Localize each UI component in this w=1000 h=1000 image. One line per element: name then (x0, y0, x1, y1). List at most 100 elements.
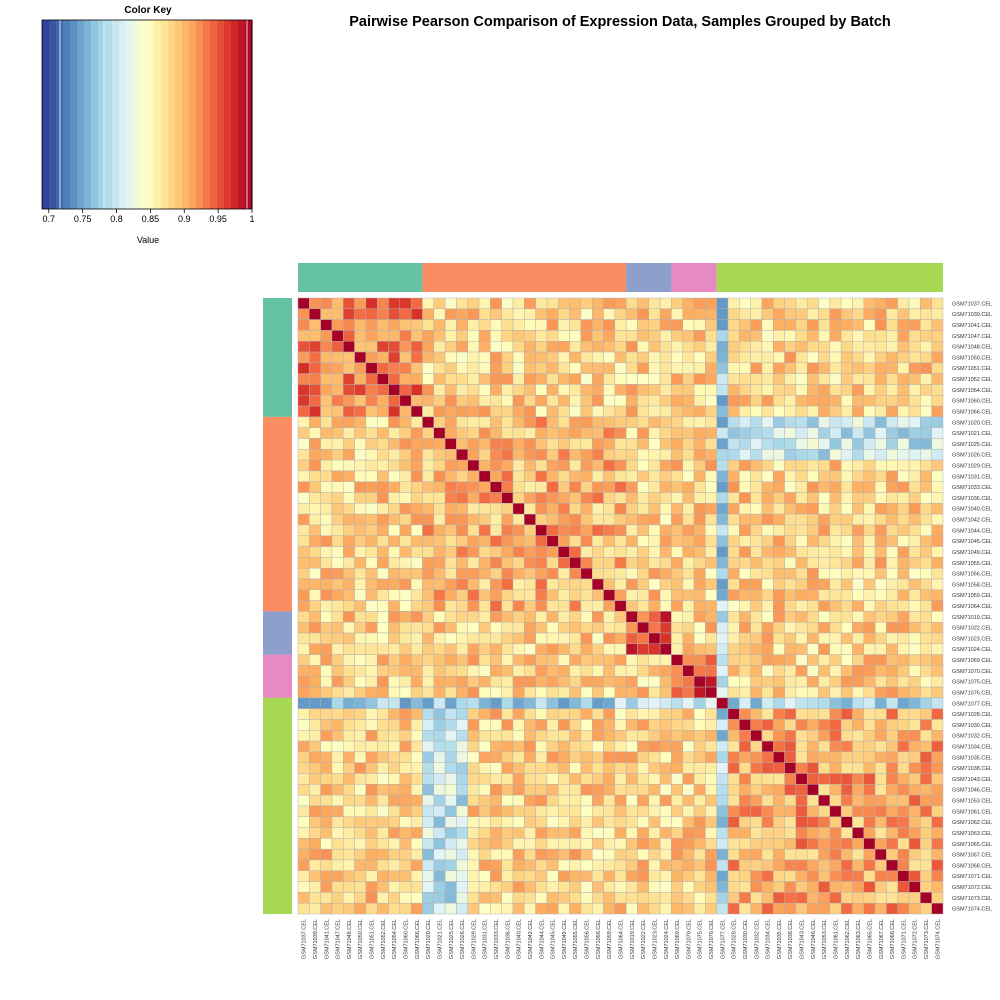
heatmap-cell (920, 870, 932, 882)
heatmap-cell (727, 405, 740, 418)
heatmap-cell (897, 816, 910, 828)
heatmap-cell (388, 881, 401, 893)
heatmap-cell (580, 859, 593, 871)
heatmap-cell (648, 384, 661, 396)
heatmap-cell (558, 513, 570, 526)
heatmap-cell (524, 751, 536, 763)
heatmap-cell (931, 438, 944, 450)
heatmap-cell (897, 654, 910, 666)
heatmap-cell (614, 362, 627, 374)
heatmap-cell (569, 470, 582, 482)
heatmap-cell (309, 405, 321, 418)
heatmap-cell (614, 805, 627, 817)
heatmap-cell (931, 449, 944, 461)
heatmap-cell (886, 827, 898, 839)
heatmap-cell (410, 459, 423, 472)
heatmap-cell (705, 341, 717, 353)
heatmap-cell (773, 838, 785, 850)
heatmap-cell (818, 676, 831, 688)
column-label: GSM71071.CEL (901, 919, 907, 959)
heatmap-cell (682, 567, 695, 580)
heatmap-cell (603, 827, 616, 839)
heatmap-cell (546, 524, 559, 536)
heatmap-cell (410, 686, 423, 699)
heatmap-cell (840, 524, 853, 536)
heatmap-cell (309, 600, 321, 612)
heatmap-cell (920, 838, 932, 850)
heatmap-cell (422, 859, 435, 871)
heatmap-cell (614, 535, 627, 547)
heatmap-cell (671, 351, 683, 364)
heatmap-cell (897, 708, 910, 720)
heatmap-cell (773, 762, 785, 774)
heatmap-cell (297, 362, 310, 374)
heatmap-cell (512, 784, 525, 796)
heatmap-cell (376, 557, 389, 569)
heatmap-cell (569, 319, 582, 331)
heatmap-cell (671, 600, 683, 612)
heatmap-cell (297, 427, 310, 439)
heatmap-cell (625, 665, 638, 677)
heatmap-cell (456, 373, 468, 385)
heatmap-cell (456, 362, 468, 374)
heatmap-cell (908, 513, 921, 526)
heatmap-cell (818, 319, 831, 331)
heatmap-cell (399, 708, 412, 720)
heatmap-cell (490, 470, 502, 482)
heatmap-cell (920, 784, 932, 796)
heatmap-cell (840, 319, 853, 331)
heatmap-cell (399, 643, 412, 655)
heatmap-cell (920, 730, 932, 742)
heatmap-cell (773, 449, 785, 461)
heatmap-cell (693, 546, 706, 558)
heatmap-cell (750, 459, 763, 472)
heatmap-cell (444, 762, 457, 774)
heatmap-cell (297, 557, 310, 569)
heatmap-cell (603, 892, 616, 904)
color-key-bin (182, 20, 190, 209)
heatmap-cell (637, 665, 650, 677)
heatmap-cell (931, 567, 944, 580)
heatmap-cell (320, 892, 333, 904)
heatmap-cell (671, 557, 683, 569)
heatmap-cell (829, 654, 842, 666)
heatmap-cell (478, 654, 491, 666)
heatmap-cell (490, 632, 502, 645)
heatmap-cell (399, 654, 412, 666)
heatmap-cell (410, 481, 423, 493)
heatmap-cell (659, 784, 672, 796)
heatmap-cell (297, 611, 310, 623)
heatmap-cell (671, 794, 683, 807)
heatmap-cell (625, 848, 638, 861)
heatmap-cell (784, 805, 797, 817)
heatmap-cell (297, 643, 310, 655)
heatmap-cell (388, 438, 401, 450)
heatmap-cell (852, 427, 865, 439)
heatmap-cell (750, 838, 763, 850)
heatmap-cell (784, 762, 797, 774)
heatmap-cell (580, 459, 593, 472)
heatmap-cell (795, 611, 808, 623)
heatmap-cell (897, 794, 910, 807)
heatmap-cell (671, 362, 683, 374)
heatmap-cell (840, 438, 853, 450)
heatmap-cell (614, 686, 627, 699)
heatmap-cell (388, 794, 401, 807)
heatmap-cell (920, 470, 932, 482)
heatmap-cell (490, 621, 502, 634)
heatmap-cell (433, 341, 446, 353)
heatmap-cell (750, 578, 763, 591)
color-key-bin (42, 20, 50, 209)
heatmap-cell (444, 773, 457, 785)
heatmap-cell (931, 362, 944, 374)
heatmap-cell (931, 405, 944, 418)
heatmap-cell (399, 870, 412, 882)
heatmap-cell (625, 589, 638, 601)
heatmap-cell (897, 902, 910, 915)
heatmap-cell (739, 459, 751, 472)
heatmap-cell (773, 719, 785, 731)
heatmap-cell (784, 567, 797, 580)
row-label: GSM71046.CEL (952, 788, 992, 794)
heatmap-cell (863, 676, 876, 688)
heatmap-cell (444, 751, 457, 763)
